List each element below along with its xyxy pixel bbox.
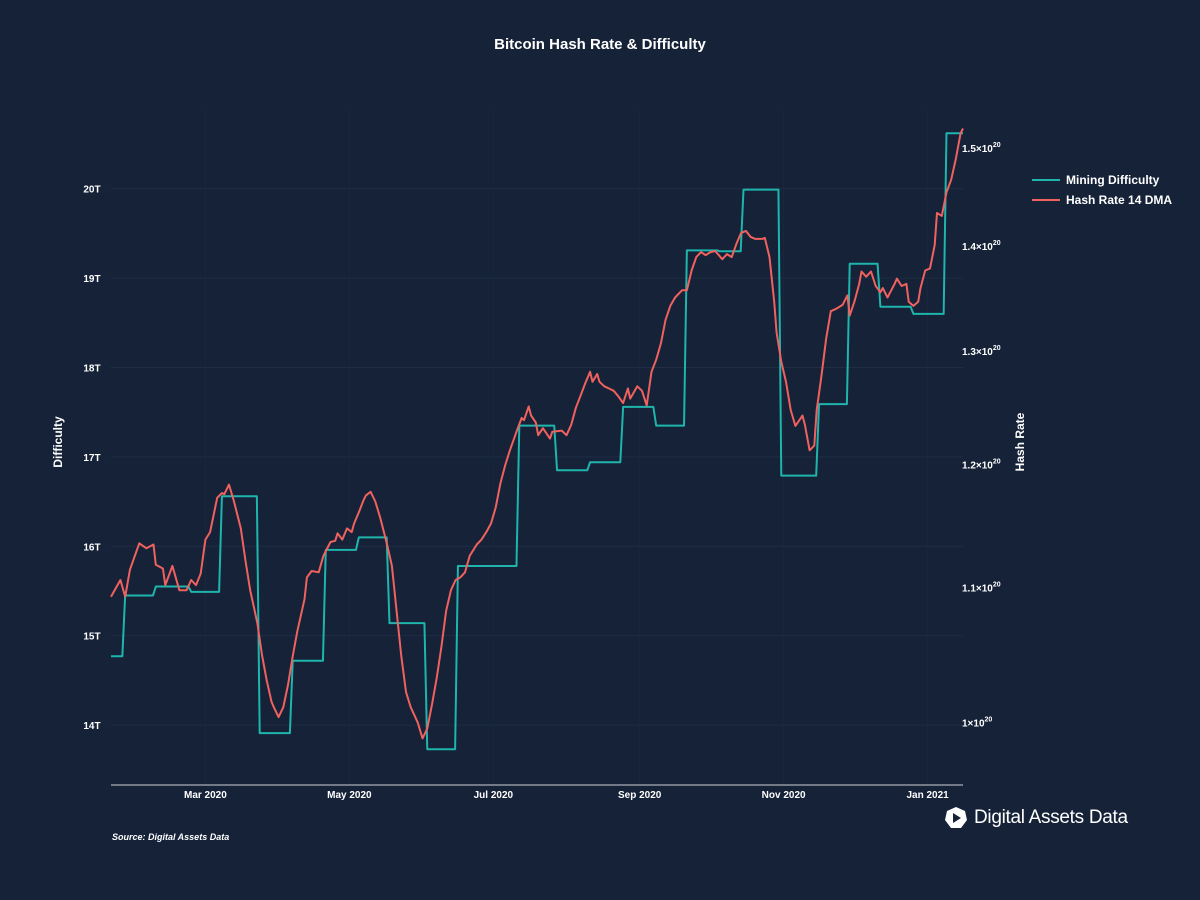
right-tick-label: 1.5×1020 xyxy=(962,142,1001,155)
logo-text: Digital Assets Data xyxy=(974,807,1128,828)
right-tick-label: 1.2×1020 xyxy=(962,458,1001,471)
left-tick-label: 20T xyxy=(83,185,100,196)
x-axis-ticks: Mar 2020 May 2020 Jul 2020 Sep 2020 Nov 2020… xyxy=(184,790,949,801)
right-tick-label: 1×1020 xyxy=(962,717,992,730)
legend-item-difficulty[interactable]: Mining Difficulty xyxy=(1032,170,1172,190)
series-layer xyxy=(110,128,964,751)
left-tick-label: 16T xyxy=(83,542,100,553)
chart-title: Bitcoin Hash Rate & Difficulty xyxy=(494,36,706,53)
gridlines xyxy=(111,110,963,785)
x-tick-label: Jan 2021 xyxy=(906,790,949,801)
left-tick-label: 17T xyxy=(83,453,100,464)
difficulty-swatch xyxy=(1032,179,1060,181)
left-axis-ticks: 14T 15T 16T 17T 18T 19T 20T xyxy=(83,185,100,732)
left-tick-label: 19T xyxy=(83,274,100,285)
left-axis-title: Difficulty xyxy=(51,416,65,468)
x-tick-label: Nov 2020 xyxy=(762,790,806,801)
left-tick-label: 14T xyxy=(83,721,100,732)
legend-item-hash-rate[interactable]: Hash Rate 14 DMA xyxy=(1032,190,1172,210)
right-axis-ticks: 1×1020 1.1×1020 1.2×1020 1.3×1020 1.4×1020 1.… xyxy=(962,142,1001,730)
source-note: Source: Digital Assets Data xyxy=(112,832,230,842)
left-tick-label: 15T xyxy=(83,632,100,643)
right-axis-title: Hash Rate xyxy=(1013,412,1027,471)
right-tick-label: 1.3×1020 xyxy=(962,345,1001,358)
x-tick-label: Sep 2020 xyxy=(618,790,662,801)
hash-rate-swatch xyxy=(1032,199,1060,201)
x-tick-label: Jul 2020 xyxy=(474,790,514,801)
right-tick-label: 1.1×1020 xyxy=(962,582,1001,595)
legend: Mining Difficulty Hash Rate 14 DMA xyxy=(1032,170,1172,210)
hash-rate-line xyxy=(110,128,964,740)
legend-label: Hash Rate 14 DMA xyxy=(1066,193,1173,207)
right-tick-label: 1.4×1020 xyxy=(962,240,1001,253)
legend-label: Mining Difficulty xyxy=(1066,173,1160,187)
brand-logo: Digital Assets Data xyxy=(944,806,1128,830)
x-tick-label: Mar 2020 xyxy=(184,790,227,801)
mining-difficulty-line xyxy=(111,132,963,751)
left-tick-label: 18T xyxy=(83,363,100,374)
logo-icon xyxy=(945,807,967,828)
x-tick-label: May 2020 xyxy=(327,790,372,801)
